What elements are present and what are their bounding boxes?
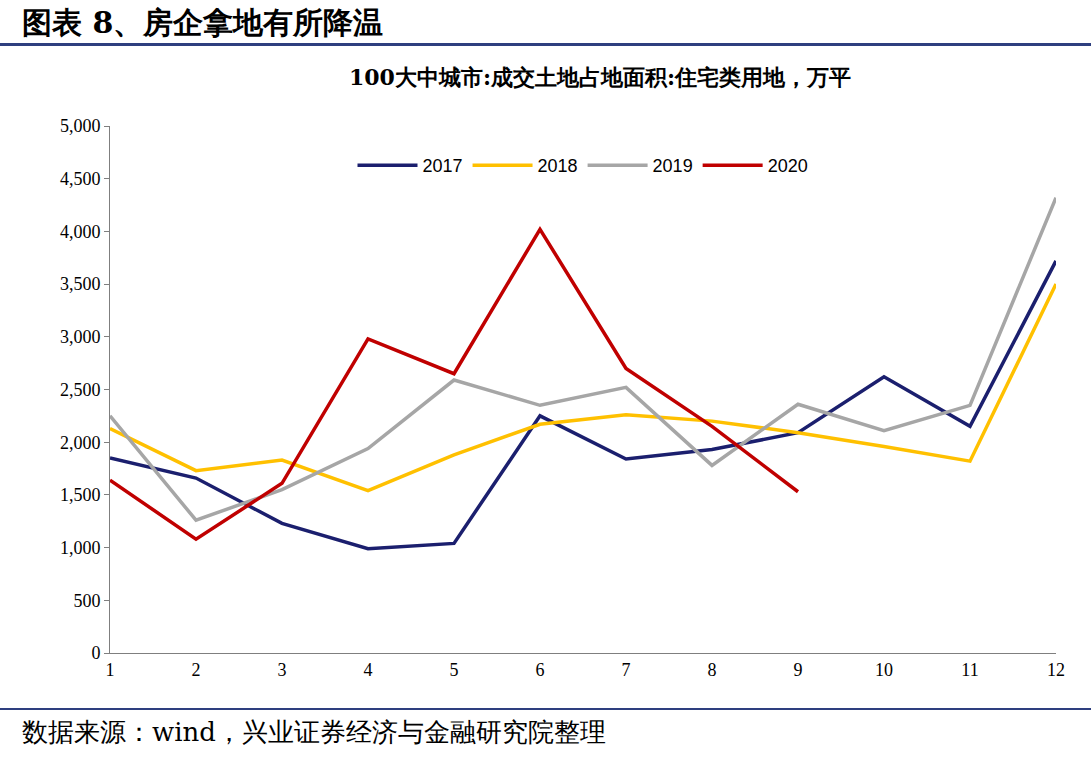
svg-text:12: 12 xyxy=(1047,660,1065,680)
svg-text:4,000: 4,000 xyxy=(60,222,101,242)
svg-text:0: 0 xyxy=(91,643,100,663)
svg-text:1: 1 xyxy=(106,660,115,680)
svg-text:2018: 2018 xyxy=(538,156,578,176)
html-text:图表 8、房企拿地有所降温: 图表 8、房企拿地有所降温 xyxy=(22,5,384,40)
svg-text:500: 500 xyxy=(73,591,100,611)
svg-text:2019: 2019 xyxy=(653,156,693,176)
svg-text:2017: 2017 xyxy=(423,156,463,176)
svg-text:10: 10 xyxy=(875,660,893,680)
svg-text:2,000: 2,000 xyxy=(60,433,101,453)
svg-text:100大中城市:成交土地占地面积:住宅类用地，万平: 100大中城市:成交土地占地面积:住宅类用地，万平 xyxy=(349,64,851,90)
svg-text:2,500: 2,500 xyxy=(60,380,101,400)
html-text:数据来源：wind，兴业证券经济与金融研究院整理: 数据来源：wind，兴业证券经济与金融研究院整理 xyxy=(22,717,606,747)
svg-text:1,000: 1,000 xyxy=(60,538,101,558)
svg-text:8: 8 xyxy=(708,660,717,680)
svg-text:3: 3 xyxy=(278,660,287,680)
svg-text:2020: 2020 xyxy=(768,156,808,176)
svg-text:4,500: 4,500 xyxy=(60,169,101,189)
svg-text:11: 11 xyxy=(961,660,978,680)
svg-text:4: 4 xyxy=(364,660,373,680)
svg-text:5,000: 5,000 xyxy=(60,116,101,136)
svg-text:1,500: 1,500 xyxy=(60,485,101,505)
svg-text:7: 7 xyxy=(622,660,631,680)
svg-text:5: 5 xyxy=(450,660,459,680)
svg-text:6: 6 xyxy=(536,660,545,680)
svg-text:3,000: 3,000 xyxy=(60,327,101,347)
svg-text:9: 9 xyxy=(794,660,803,680)
svg-text:2: 2 xyxy=(192,660,201,680)
svg-text:3,500: 3,500 xyxy=(60,274,101,294)
